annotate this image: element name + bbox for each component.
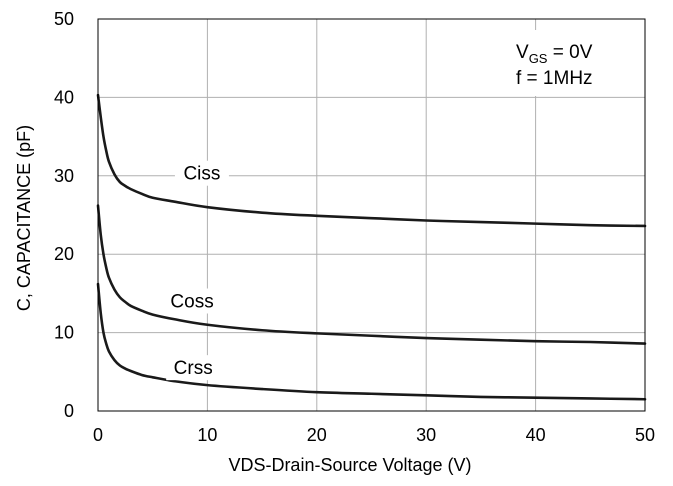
series-label-crss: Crss (174, 358, 213, 379)
vgs-value: = 0V (547, 42, 592, 63)
series-labels: Ciss Coss Crss (165, 160, 229, 381)
y-axis-title: C, CAPACITANCE (pF) (14, 125, 34, 311)
x-axis-title: VDS-Drain-Source Voltage (V) (228, 455, 471, 475)
series-label-background (166, 355, 221, 381)
plot-frame (97, 18, 646, 412)
x-tick-label: 20 (307, 425, 327, 445)
vgs-subscript: GS (529, 51, 548, 66)
x-tick-label: 40 (526, 425, 546, 445)
y-tick-label: 50 (54, 9, 74, 29)
series-line-coss (96, 204, 647, 345)
vgs-condition: VGS = 0V (516, 42, 593, 66)
y-tick-label: 10 (54, 323, 74, 343)
x-tick-label: 0 (93, 425, 103, 445)
series-label-background (174, 160, 229, 186)
x-tick-label: 30 (416, 425, 436, 445)
x-tick-label: 10 (197, 425, 217, 445)
y-tick-label: 40 (54, 87, 74, 107)
annotation-background (508, 30, 626, 96)
y-tick-label: 20 (54, 244, 74, 264)
series-label-ciss: Ciss (183, 164, 220, 185)
x-tick-label: 50 (635, 425, 655, 445)
condition-annotation: VGS = 0V f = 1MHz (508, 30, 626, 96)
series-line-crss (96, 282, 647, 401)
vgs-prefix: V (516, 42, 529, 63)
tick-labels: 0 10 20 30 40 50 0 10 20 30 40 50 (54, 9, 655, 445)
series-label-coss: Coss (170, 292, 213, 313)
series-lines (96, 93, 647, 401)
series-label-background (165, 288, 220, 314)
axes (97, 18, 646, 412)
y-tick-label: 0 (64, 401, 74, 421)
y-tick-label: 30 (54, 166, 74, 186)
series-line-ciss (96, 93, 647, 228)
frequency-condition: f = 1MHz (516, 68, 593, 89)
